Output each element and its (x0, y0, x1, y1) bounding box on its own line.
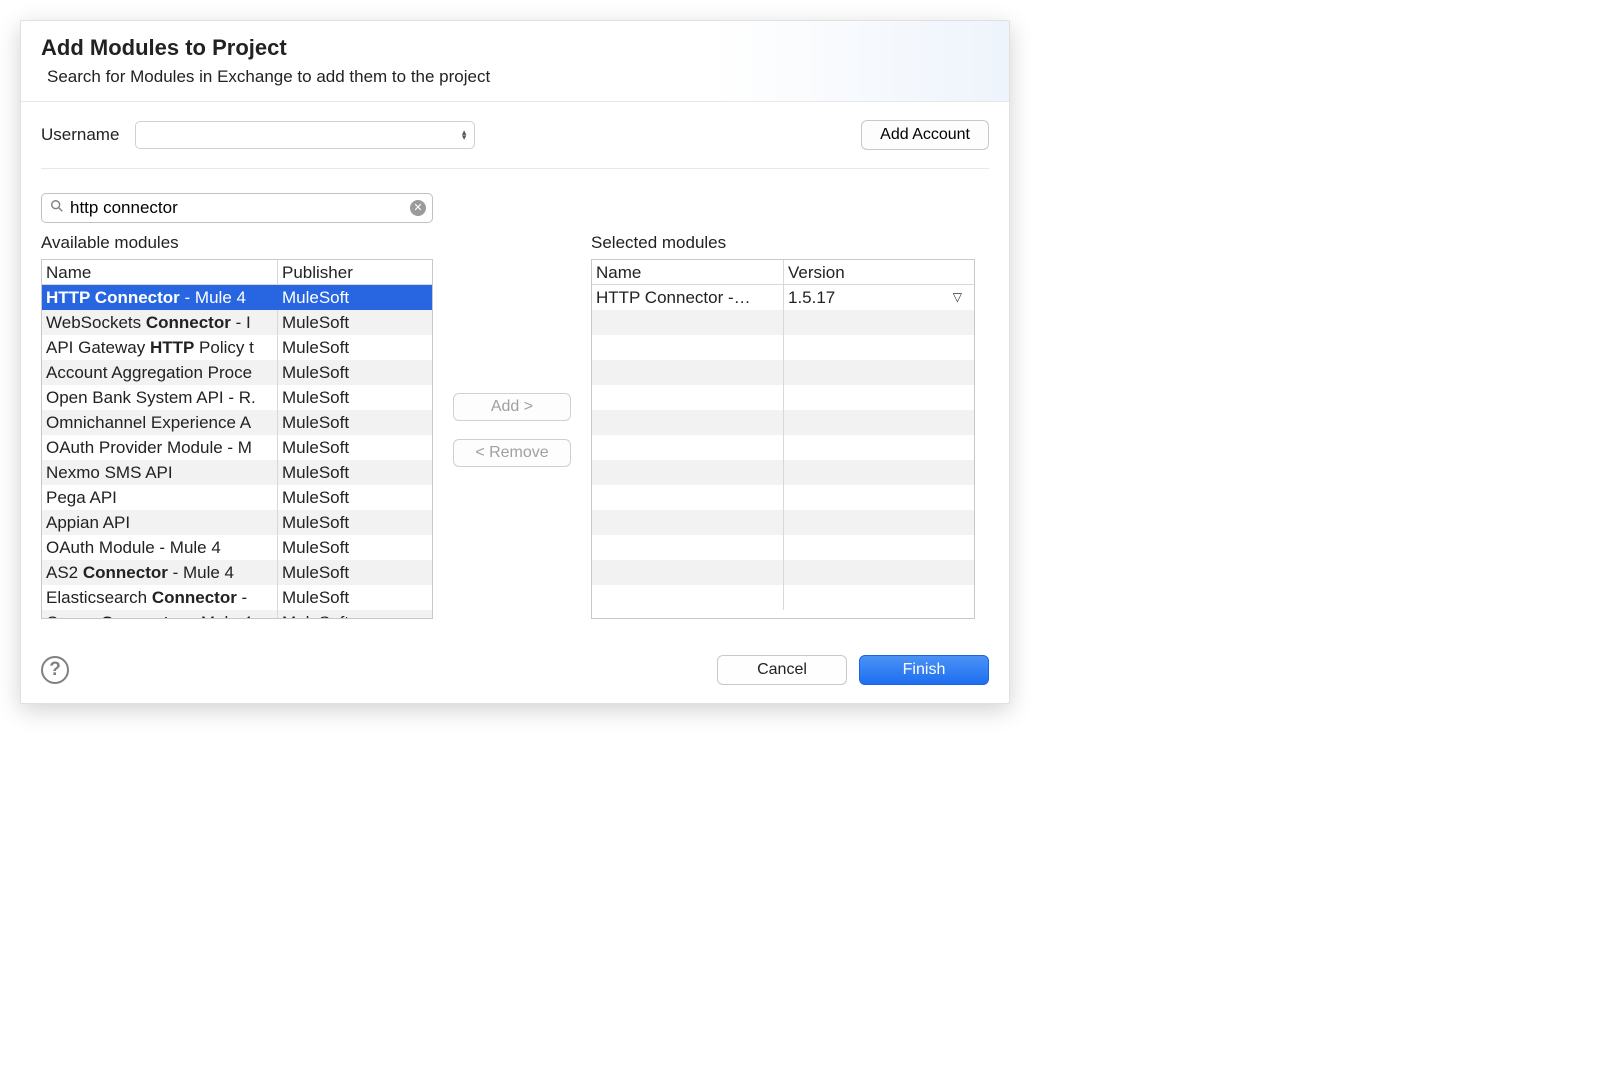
available-row-name: Coupa Connector - Mule 4 (42, 610, 278, 619)
available-row-name: HTTP Connector - Mule 4 (42, 285, 278, 310)
available-row-name: Nexmo SMS API (42, 460, 278, 485)
search-icon (50, 199, 64, 217)
selected-header-version[interactable]: Version (784, 260, 974, 284)
selected-row-empty: .. (592, 485, 974, 510)
add-modules-dialog: Add Modules to Project Search for Module… (20, 20, 1010, 704)
dialog-header: Add Modules to Project Search for Module… (21, 21, 1009, 102)
available-modules-table[interactable]: NamePublisherHTTP Connector - Mule 4Mule… (41, 259, 433, 619)
available-header-row[interactable]: NamePublisher (42, 260, 432, 285)
available-row-publisher: MuleSoft (278, 435, 432, 460)
selected-row-name: HTTP Connector -… (592, 285, 784, 310)
available-row-name: AS2 Connector - Mule 4 (42, 560, 278, 585)
selected-row-empty: .. (592, 385, 974, 410)
available-row-name: OAuth Module - Mule 4 (42, 535, 278, 560)
available-row[interactable]: Pega APIMuleSoft (42, 485, 432, 510)
selected-modules-label: Selected modules (591, 233, 975, 253)
search-row: ✕ (41, 193, 989, 223)
available-row-publisher: MuleSoft (278, 385, 432, 410)
selected-row-empty: .. (592, 435, 974, 460)
selected-header-row[interactable]: NameVersion (592, 260, 974, 285)
available-column: Available modules NamePublisherHTTP Conn… (41, 233, 433, 619)
selected-row[interactable]: HTTP Connector -…1.5.17▽ (592, 285, 974, 310)
selected-header-name[interactable]: Name (592, 260, 784, 284)
lists-row: Available modules NamePublisherHTTP Conn… (41, 233, 989, 619)
dialog-footer: ? Cancel Finish (21, 635, 1009, 703)
available-row-name: Appian API (42, 510, 278, 535)
available-row-publisher: MuleSoft (278, 310, 432, 335)
chevron-down-icon[interactable]: ▽ (953, 285, 970, 310)
available-row-publisher: MuleSoft (278, 510, 432, 535)
available-row-publisher: MuleSoft (278, 360, 432, 385)
selected-row-empty: .. (592, 535, 974, 560)
available-row[interactable]: Open Bank System API - R.MuleSoft (42, 385, 432, 410)
selected-row-empty: .. (592, 360, 974, 385)
clear-search-icon[interactable]: ✕ (410, 200, 426, 216)
available-row-publisher: MuleSoft (278, 560, 432, 585)
selected-row-empty: .. (592, 560, 974, 585)
available-row[interactable]: HTTP Connector - Mule 4MuleSoft (42, 285, 432, 310)
help-icon[interactable]: ? (41, 656, 69, 684)
account-row: Username ▴▾ Add Account (41, 120, 989, 169)
selected-modules-table[interactable]: NameVersionHTTP Connector -…1.5.17▽.....… (591, 259, 975, 619)
selected-row-version[interactable]: 1.5.17▽ (784, 285, 974, 310)
selected-row-empty: .. (592, 335, 974, 360)
available-row-name: OAuth Provider Module - M (42, 435, 278, 460)
available-row-publisher: MuleSoft (278, 335, 432, 360)
available-row-name: API Gateway HTTP Policy t (42, 335, 278, 360)
transfer-buttons: Add > < Remove (453, 393, 571, 467)
add-account-button[interactable]: Add Account (861, 120, 989, 150)
finish-button[interactable]: Finish (859, 655, 989, 685)
available-row[interactable]: Account Aggregation ProceMuleSoft (42, 360, 432, 385)
dialog-title: Add Modules to Project (41, 35, 989, 61)
selected-row-empty: .. (592, 410, 974, 435)
available-row[interactable]: WebSockets Connector - IMuleSoft (42, 310, 432, 335)
available-row[interactable]: Appian APIMuleSoft (42, 510, 432, 535)
cancel-button[interactable]: Cancel (717, 655, 847, 685)
available-row-publisher: MuleSoft (278, 285, 432, 310)
available-row-publisher: MuleSoft (278, 460, 432, 485)
selected-row-empty: .. (592, 510, 974, 535)
selected-row-empty: .. (592, 585, 974, 610)
chevron-up-down-icon: ▴▾ (462, 130, 467, 140)
available-row[interactable]: Nexmo SMS APIMuleSoft (42, 460, 432, 485)
available-row[interactable]: Elasticsearch Connector -MuleSoft (42, 585, 432, 610)
available-modules-label: Available modules (41, 233, 433, 253)
available-row-publisher: MuleSoft (278, 535, 432, 560)
add-button[interactable]: Add > (453, 393, 571, 421)
available-row-name: Omnichannel Experience A (42, 410, 278, 435)
available-row-publisher: MuleSoft (278, 610, 432, 619)
available-row[interactable]: API Gateway HTTP Policy tMuleSoft (42, 335, 432, 360)
available-row-name: Account Aggregation Proce (42, 360, 278, 385)
available-row-publisher: MuleSoft (278, 410, 432, 435)
username-label: Username (41, 125, 119, 145)
available-header-publisher[interactable]: Publisher (278, 260, 432, 284)
remove-button[interactable]: < Remove (453, 439, 571, 467)
available-row[interactable]: Coupa Connector - Mule 4MuleSoft (42, 610, 432, 619)
search-box: ✕ (41, 193, 433, 223)
selected-row-empty: .. (592, 460, 974, 485)
available-row[interactable]: OAuth Provider Module - MMuleSoft (42, 435, 432, 460)
available-header-name[interactable]: Name (42, 260, 278, 284)
available-row-name: Open Bank System API - R. (42, 385, 278, 410)
available-row-publisher: MuleSoft (278, 585, 432, 610)
available-row-name: WebSockets Connector - I (42, 310, 278, 335)
available-row-name: Pega API (42, 485, 278, 510)
selected-column: Selected modules NameVersionHTTP Connect… (591, 233, 975, 619)
available-row-publisher: MuleSoft (278, 485, 432, 510)
selected-row-empty: .. (592, 310, 974, 335)
available-row[interactable]: Omnichannel Experience AMuleSoft (42, 410, 432, 435)
username-select[interactable]: ▴▾ (135, 121, 475, 149)
search-input[interactable] (68, 197, 410, 219)
available-row[interactable]: AS2 Connector - Mule 4MuleSoft (42, 560, 432, 585)
dialog-subtitle: Search for Modules in Exchange to add th… (47, 67, 989, 87)
available-row-name: Elasticsearch Connector - (42, 585, 278, 610)
available-row[interactable]: OAuth Module - Mule 4MuleSoft (42, 535, 432, 560)
dialog-body: Username ▴▾ Add Account ✕ Available modu… (21, 102, 1009, 635)
